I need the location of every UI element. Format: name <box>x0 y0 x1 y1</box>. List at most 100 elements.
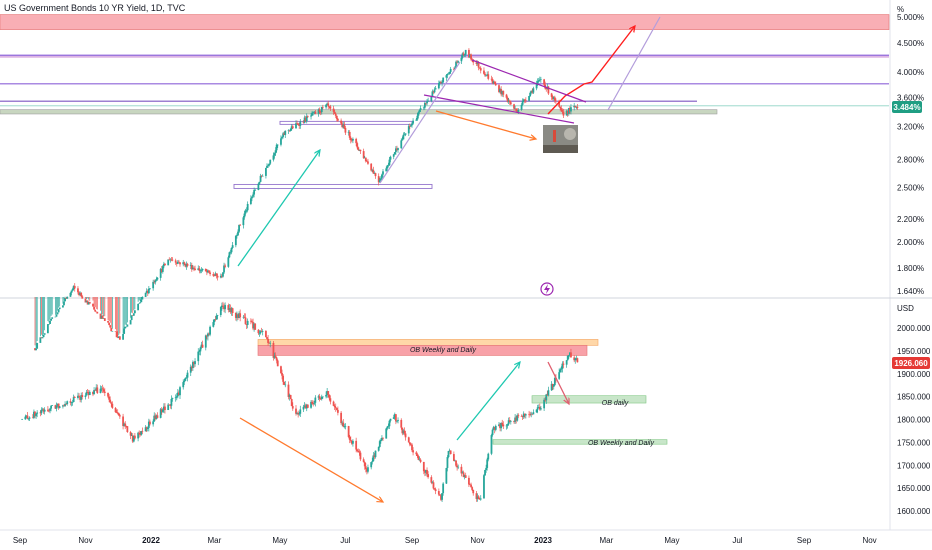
candle-body <box>56 312 59 315</box>
candle-body <box>492 81 495 84</box>
candle-body <box>371 461 374 463</box>
candle-body <box>318 109 321 112</box>
candle-body <box>227 257 230 267</box>
candle-body <box>125 326 128 328</box>
yield-last-value: 3.484% <box>893 103 920 112</box>
candle-body <box>486 74 489 76</box>
yield-last-value-badge: 3.484% <box>892 101 922 113</box>
candle-body <box>140 299 143 303</box>
candle-body <box>302 406 305 410</box>
candle-body <box>543 79 546 85</box>
candle-body <box>189 265 192 266</box>
candle-body <box>275 357 278 361</box>
candle-body <box>536 407 539 410</box>
candle-body <box>48 323 50 325</box>
candle-body <box>336 409 339 413</box>
candle-body <box>363 157 366 159</box>
candle-body <box>130 435 133 437</box>
candle-body <box>103 318 106 321</box>
candle-body <box>439 82 441 84</box>
candle-body <box>109 399 112 403</box>
candle-body <box>381 437 383 440</box>
time-tick-label: Sep <box>13 536 28 545</box>
candle-body <box>200 344 203 348</box>
candle-body <box>464 475 467 478</box>
candle-body <box>131 315 134 316</box>
candle-body <box>457 61 460 63</box>
candle-body <box>209 272 211 275</box>
candle-body <box>179 387 181 396</box>
sticker-image <box>543 125 578 153</box>
candle-body <box>280 366 282 374</box>
candle-body <box>164 406 166 411</box>
candle-body <box>114 407 117 413</box>
candle-body <box>239 224 242 226</box>
lightning-icon[interactable] <box>540 282 554 296</box>
price-scale[interactable] <box>890 0 932 530</box>
candle-body <box>516 111 519 113</box>
candle-body <box>145 427 148 429</box>
candle-body <box>208 270 210 273</box>
candle-body <box>254 323 257 330</box>
candle-body <box>118 336 121 340</box>
candle-body <box>418 459 421 461</box>
gold-tick-label: 1900.000 <box>897 370 931 379</box>
candle-body <box>291 406 294 409</box>
candle-body <box>214 319 217 320</box>
channel-line-left <box>379 61 461 184</box>
candle-body <box>381 174 383 179</box>
candle-body <box>566 111 569 114</box>
candle-body <box>442 77 445 83</box>
candle-body <box>553 97 556 101</box>
candle-body <box>273 355 276 358</box>
candle-body <box>87 301 90 305</box>
zones-layer <box>0 14 890 445</box>
candle-body <box>35 348 37 351</box>
candle-body <box>103 391 106 393</box>
gold-unit-label: USD <box>897 304 914 313</box>
resistance-zone-top <box>0 14 890 30</box>
candle-body <box>220 305 223 308</box>
yield-unit-label: % <box>897 5 904 14</box>
candle-body <box>283 133 286 135</box>
candle-body <box>144 427 147 432</box>
candle-body <box>209 326 211 335</box>
candle-body <box>461 53 464 58</box>
candle-body <box>132 313 135 316</box>
candle-body <box>273 153 276 156</box>
candle-body <box>340 412 343 424</box>
candle-body <box>509 420 512 422</box>
candle-body <box>265 167 267 176</box>
candle-body <box>160 409 163 412</box>
candle-body <box>365 469 368 472</box>
candle-body <box>64 403 66 406</box>
candle-body <box>137 303 140 311</box>
candle-body <box>246 320 249 325</box>
candle-body <box>267 338 269 343</box>
wedge-lower-line <box>423 94 575 124</box>
candle-body <box>347 131 350 133</box>
candle-body <box>575 106 578 108</box>
candle-body <box>239 313 242 318</box>
candle-body <box>244 210 247 214</box>
candle-body <box>434 88 437 90</box>
candle-body <box>513 104 515 109</box>
candle-body <box>284 130 287 135</box>
candle-body <box>367 467 369 472</box>
candle-body <box>306 404 309 408</box>
candle-body <box>199 347 202 352</box>
candle-body <box>437 83 440 89</box>
candle-body <box>34 411 36 416</box>
candle-body <box>154 415 157 419</box>
candle-body <box>176 392 179 397</box>
candle-body <box>343 426 346 427</box>
candle-body <box>229 308 232 313</box>
candle-body <box>313 111 316 113</box>
candle-body <box>576 358 579 363</box>
candle-body <box>423 102 426 108</box>
candle-body <box>493 81 496 84</box>
candle-body <box>551 384 554 387</box>
candle-body <box>138 432 141 435</box>
candle-body <box>71 402 74 403</box>
